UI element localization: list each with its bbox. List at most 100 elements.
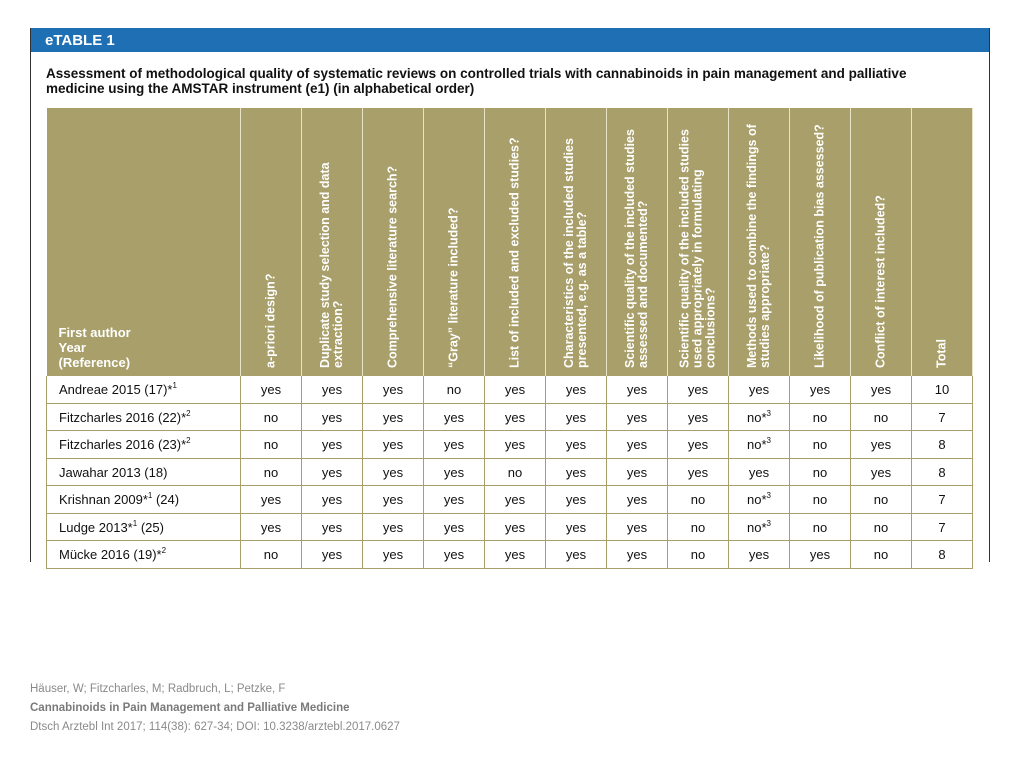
rating-cell: 7 xyxy=(911,403,973,431)
rating-cell: 8 xyxy=(911,458,973,486)
rating-value: yes xyxy=(748,382,770,398)
rating-cell: yes xyxy=(545,540,607,569)
rating-footnote: 3 xyxy=(766,408,771,418)
rating-cell: yes xyxy=(850,376,912,404)
author-text: Krishnan 2009* xyxy=(59,492,148,508)
citation: Häuser, W; Fitzcharles, M; Radbruch, L; … xyxy=(30,680,400,737)
rating-cell: yes xyxy=(545,403,607,431)
rating-cell: yes xyxy=(301,403,363,431)
column-header-6: Characteristics of the included studies … xyxy=(545,108,607,376)
rating-value: no xyxy=(690,492,706,508)
column-header-label: Methods used to combine the findings of … xyxy=(745,124,772,368)
rating-cell: yes xyxy=(362,376,424,404)
rating-value: yes xyxy=(565,464,587,480)
caption-line-1: Assessment of methodological quality of … xyxy=(46,66,907,81)
column-header-7: Scientific quality of the included studi… xyxy=(606,108,668,376)
rating-cell: no xyxy=(789,403,851,431)
rating-value: yes xyxy=(870,437,892,453)
rating-cell: 8 xyxy=(911,430,973,459)
author-text: Mücke 2016 (19)* xyxy=(59,547,162,563)
rating-value: yes xyxy=(260,382,282,398)
rating-value: no xyxy=(446,382,462,398)
rating-value: yes xyxy=(382,547,404,563)
rating-cell: yes xyxy=(545,458,607,486)
rating-cell: no xyxy=(789,430,851,459)
rating-cell: yes xyxy=(850,430,912,459)
table-row: Krishnan 2009*1 (24) yes yes yes yes yes yes ye… xyxy=(46,485,973,514)
rating-cell: yes xyxy=(606,540,668,569)
author-footnote: 1 xyxy=(147,491,153,501)
rating-cell: 7 xyxy=(911,513,973,541)
rating-cell: yes xyxy=(301,485,363,514)
rating-value: yes xyxy=(626,519,648,535)
rating-cell: yes xyxy=(545,485,607,514)
rating-cell: no xyxy=(850,485,912,514)
header-reference: (Reference) xyxy=(58,355,131,370)
rating-value: no xyxy=(873,547,889,563)
column-header-11: Conflict of interest included? xyxy=(850,108,912,376)
rating-value: yes xyxy=(443,519,465,535)
author-footnote: 1 xyxy=(132,518,138,528)
author-text: Andreae 2015 (17)* xyxy=(59,382,173,398)
citation-title: Cannabinoids in Pain Management and Pall… xyxy=(30,702,350,714)
rating-cell: no xyxy=(850,513,912,541)
rating-value: yes xyxy=(565,492,587,508)
rating-value: no xyxy=(263,547,279,563)
rating-footnote: 3 xyxy=(766,491,771,501)
column-header-5: List of included and excluded studies? xyxy=(484,108,546,376)
rating-value: yes xyxy=(565,437,587,453)
author-cell: Fitzcharles 2016 (22)*2 xyxy=(46,403,241,431)
rating-value: yes xyxy=(687,437,709,453)
rating-cell: yes xyxy=(667,403,729,431)
table-row: Fitzcharles 2016 (23)*2 no yes yes yes yes yes… xyxy=(46,430,973,459)
author-footnote: 2 xyxy=(186,408,191,418)
table-row: Ludge 2013*1 (25) yes yes yes yes yes yes yes no… xyxy=(46,513,973,541)
author-footnote: 2 xyxy=(186,436,191,446)
rating-cell: yes xyxy=(728,376,790,404)
table-frame xyxy=(30,28,990,562)
rating-cell: no xyxy=(667,513,729,541)
rating-value: yes xyxy=(748,464,770,480)
rating-cell: yes xyxy=(667,376,729,404)
rating-value: yes xyxy=(504,409,526,425)
rating-cell: yes xyxy=(301,458,363,486)
rating-cell: no xyxy=(240,540,302,569)
rating-cell: yes xyxy=(484,513,546,541)
rating-value: yes xyxy=(687,409,709,425)
column-header-2: Duplicate study selection and data extra… xyxy=(301,108,363,376)
rating-value: 7 xyxy=(938,409,946,425)
rating-value: no xyxy=(263,437,279,453)
rating-cell: 8 xyxy=(911,540,973,569)
rating-value: yes xyxy=(321,492,343,508)
rating-cell: yes xyxy=(423,540,485,569)
column-header-8: Scientific quality of the included studi… xyxy=(667,108,729,376)
table-caption: Assessment of methodological quality of … xyxy=(46,66,946,96)
author-cell: Mücke 2016 (19)*2 xyxy=(46,540,241,569)
rating-value: yes xyxy=(809,382,831,398)
rating-cell: yes xyxy=(362,485,424,514)
column-header-3: Comprehensive literature search? xyxy=(362,108,424,376)
rating-value: yes xyxy=(626,409,648,425)
rating-cell: no xyxy=(667,485,729,514)
rating-cell: yes xyxy=(667,458,729,486)
author-footnote: 1 xyxy=(172,381,177,391)
rating-cell: 10 xyxy=(911,376,973,404)
rating-value: no xyxy=(873,492,889,508)
rating-cell: yes xyxy=(423,513,485,541)
rating-cell: yes xyxy=(484,485,546,514)
rating-value: 8 xyxy=(938,464,946,480)
column-header-label: Conflict of interest included? xyxy=(873,195,888,368)
rating-cell: yes xyxy=(545,376,607,404)
author-footnote: 2 xyxy=(161,546,167,556)
rating-cell: yes xyxy=(362,513,424,541)
rating-value: no* xyxy=(747,437,767,453)
citation-authors: Häuser, W; Fitzcharles, M; Radbruch, L; … xyxy=(30,683,286,695)
rating-footnote: 3 xyxy=(766,518,771,528)
rating-value: yes xyxy=(504,547,526,563)
header-year: Year xyxy=(58,340,86,355)
rating-value: no* xyxy=(747,409,767,425)
rating-cell: 7 xyxy=(911,485,973,514)
amstar-table: First author Year (Reference) a-priori d… xyxy=(46,108,973,569)
column-header-label: a-priori design? xyxy=(263,273,278,368)
rating-value: yes xyxy=(504,519,526,535)
